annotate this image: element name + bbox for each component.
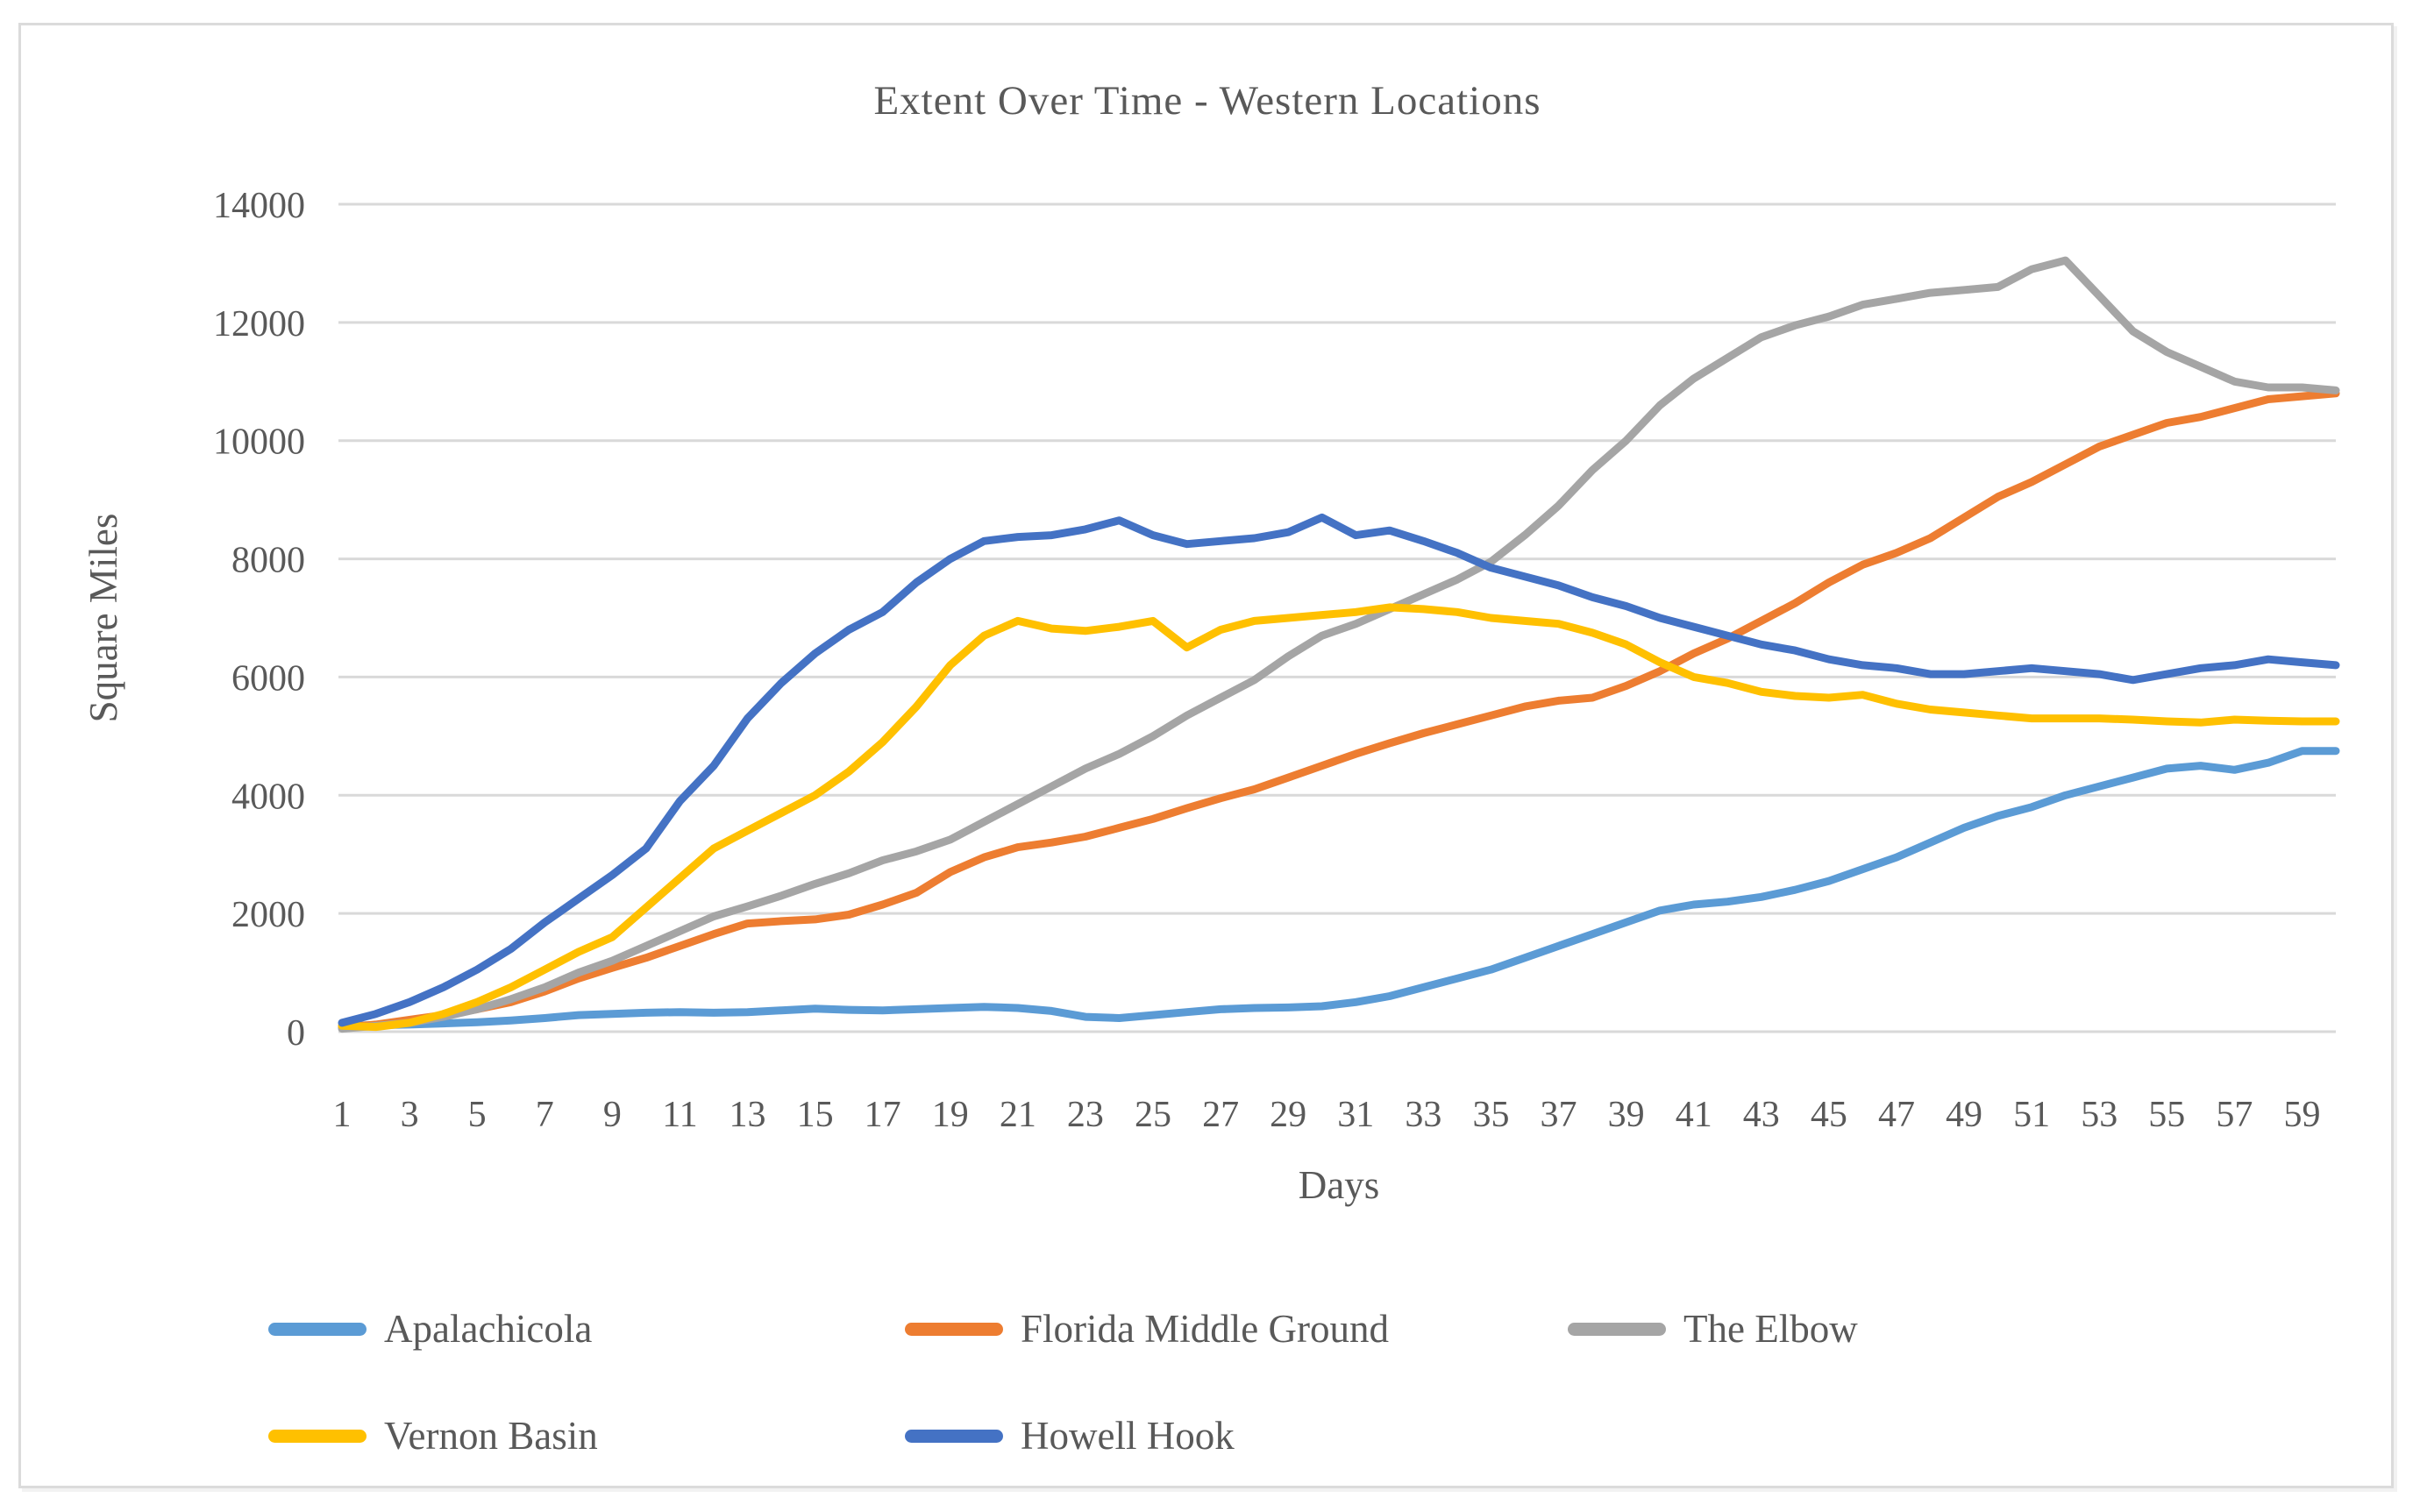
x-tick-label: 3 <box>401 1095 419 1135</box>
x-tick-label: 11 <box>662 1095 697 1135</box>
x-tick-label: 33 <box>1405 1095 1441 1135</box>
legend-item-apalachicola: Apalachicola <box>268 1304 592 1353</box>
x-tick-label: 13 <box>730 1095 766 1135</box>
series-line-vernon-basin <box>338 603 2340 1032</box>
x-tick-label: 19 <box>932 1095 969 1135</box>
x-tick-label: 53 <box>2081 1095 2118 1135</box>
y-tick-label: 12000 <box>213 304 305 344</box>
y-tick-label: 8000 <box>231 541 305 581</box>
y-tick-label: 10000 <box>213 422 305 463</box>
x-tick-label: 29 <box>1270 1095 1306 1135</box>
legend-label: Howell Hook <box>1021 1414 1235 1458</box>
x-tick-label: 27 <box>1202 1095 1239 1135</box>
x-axis-title: Days <box>1298 1163 1380 1207</box>
legend-item-florida-middle-ground: Florida Middle Ground <box>905 1304 1389 1353</box>
series-line-the-elbow <box>338 256 2340 1033</box>
y-tick-label: 0 <box>287 1013 305 1054</box>
legend-swatch-vernon-basin <box>268 1429 367 1443</box>
y-tick-label: 2000 <box>231 895 305 935</box>
legend-label: Vernon Basin <box>384 1414 598 1458</box>
series-line-howell-hook <box>338 513 2340 1027</box>
x-tick-label: 45 <box>1811 1095 1847 1135</box>
x-tick-label: 23 <box>1067 1095 1104 1135</box>
x-tick-label: 1 <box>333 1095 352 1135</box>
legend-label: Apalachicola <box>384 1307 593 1351</box>
legend-label: The Elbow <box>1683 1307 1858 1351</box>
y-tick-label: 14000 <box>213 186 305 226</box>
x-tick-label: 25 <box>1135 1095 1171 1135</box>
x-tick-label: 5 <box>468 1095 487 1135</box>
x-tick-label: 39 <box>1608 1095 1645 1135</box>
x-tick-label: 9 <box>603 1095 622 1135</box>
chart-title: Extent Over Time - Western Locations <box>873 78 1541 124</box>
x-tick-label: 17 <box>865 1095 901 1135</box>
x-tick-label: 43 <box>1743 1095 1780 1135</box>
x-tick-label: 51 <box>2013 1095 2050 1135</box>
x-tick-label: 47 <box>1878 1095 1915 1135</box>
series-line-apalachicola <box>338 747 2340 1030</box>
x-tick-label: 49 <box>1946 1095 1982 1135</box>
y-tick-label: 6000 <box>231 658 305 699</box>
legend-swatch-the-elbow <box>1568 1322 1666 1336</box>
y-axis-title: Square Miles <box>82 513 125 723</box>
x-tick-label: 59 <box>2283 1095 2320 1135</box>
y-tick-label: 4000 <box>231 777 305 817</box>
legend-item-vernon-basin: Vernon Basin <box>268 1411 598 1460</box>
x-tick-label: 7 <box>536 1095 554 1135</box>
legend-swatch-howell-hook <box>905 1429 1003 1443</box>
series-line-florida-middle-ground <box>338 389 2340 1032</box>
x-tick-label: 57 <box>2216 1095 2253 1135</box>
legend-swatch-florida-middle-ground <box>905 1322 1003 1336</box>
x-tick-label: 31 <box>1337 1095 1374 1135</box>
legend-item-howell-hook: Howell Hook <box>905 1411 1235 1460</box>
x-tick-label: 55 <box>2148 1095 2185 1135</box>
legend-label: Florida Middle Ground <box>1021 1307 1389 1351</box>
x-tick-label: 35 <box>1472 1095 1509 1135</box>
chart-frame <box>18 23 2394 1488</box>
x-tick-label: 15 <box>797 1095 834 1135</box>
x-tick-label: 41 <box>1676 1095 1712 1135</box>
legend-item-the-elbow: The Elbow <box>1568 1304 1858 1353</box>
x-tick-label: 37 <box>1541 1095 1577 1135</box>
x-tick-label: 21 <box>1000 1095 1036 1135</box>
legend-swatch-apalachicola <box>268 1322 367 1336</box>
